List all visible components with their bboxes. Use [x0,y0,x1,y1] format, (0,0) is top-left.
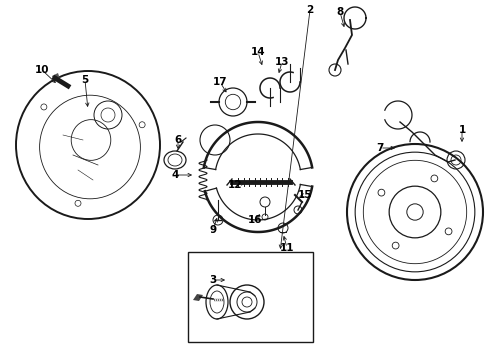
Text: 13: 13 [275,57,289,67]
Text: 10: 10 [35,65,49,75]
Text: 6: 6 [174,135,182,145]
Text: 16: 16 [248,215,262,225]
Text: 4: 4 [172,170,179,180]
Text: 3: 3 [209,275,217,285]
Bar [188,252,313,342]
Text: 2: 2 [306,5,314,15]
Text: 17: 17 [213,77,227,87]
Polygon shape [193,294,203,301]
Text: 8: 8 [336,7,343,17]
Text: 15: 15 [298,190,312,200]
Text: 9: 9 [209,225,217,235]
Text: 14: 14 [251,47,265,57]
Text: 12: 12 [228,180,242,190]
Polygon shape [52,73,60,82]
Text: 11: 11 [280,243,294,253]
Text: 5: 5 [81,75,89,85]
Text: 1: 1 [458,125,466,135]
Text: 7: 7 [376,143,384,153]
